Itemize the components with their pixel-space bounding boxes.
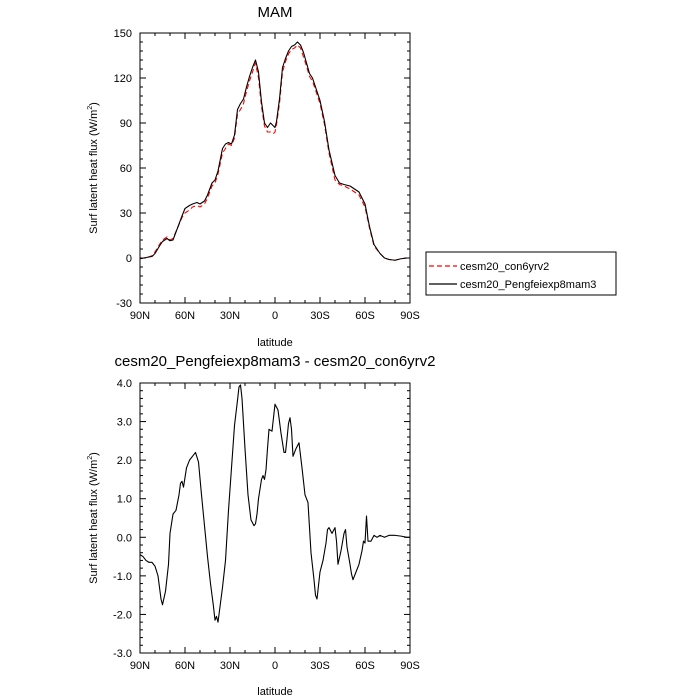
top-series-line-cesm20-pengfeiexp8mam3	[139, 41, 410, 261]
bottom-axis-ticks: 90N 60N 30N 0 30S 60S 90S -3.0 -2.0 -1.0 0.0 1.0 2.0…	[113, 378, 420, 672]
top-y-tick-label: 120	[114, 73, 132, 85]
bottom-series-group	[139, 384, 410, 623]
bottom-y-axis-label-sup: 2	[87, 456, 94, 460]
top-panel: MAM 90N 60N 30N 0 30S 60S 90S-300306090120150 …	[87, 4, 420, 349]
top-y-tick-label: 60	[120, 163, 132, 175]
bottom-chart-title: cesm20_Pengfeiexp8mam3 - cesm20_con6yrv2	[115, 353, 436, 370]
bottom-y-tick-label: -3.0	[113, 648, 132, 660]
bottom-y-axis-label-main: Surf latent heat flux (W/m	[88, 460, 100, 584]
bottom-panel: cesm20_Pengfeiexp8mam3 - cesm20_con6yrv2…	[87, 353, 436, 698]
bottom-y-tick-label: 4.0	[117, 378, 132, 390]
bottom-x-tick-label: 60S	[355, 660, 375, 672]
bottom-y-axis-label-close: )	[88, 452, 100, 456]
bottom-x-tick-label: 30S	[310, 660, 330, 672]
top-y-axis-label-close: )	[88, 102, 100, 106]
legend: cesm20_con6yrv2 cesm20_Pengfeiexp8mam3	[425, 251, 617, 296]
top-x-tick-label: 30N	[220, 310, 240, 322]
top-x-tick-label: 60S	[355, 310, 375, 322]
top-y-axis-label-sup: 2	[87, 106, 94, 110]
top-series-line-cesm20-con6yrv2	[139, 44, 410, 261]
bottom-y-axis-label: Surf latent heat flux (W/m2)	[87, 452, 100, 584]
top-x-tick-label: 90S	[400, 310, 420, 322]
top-x-tick-label: 30S	[310, 310, 330, 322]
bottom-x-tick-label: 0	[272, 660, 278, 672]
top-x-tick-label: 0	[272, 310, 278, 322]
top-y-tick-label: 90	[120, 118, 132, 130]
bottom-x-tick-label: 30N	[220, 660, 240, 672]
bottom-y-tick-label: 0.0	[117, 532, 132, 544]
bottom-x-axis-label: latitude	[257, 686, 292, 698]
bottom-y-tick-label: 3.0	[117, 417, 132, 429]
top-y-tick-label: 0	[126, 253, 132, 265]
bottom-plot-frame	[139, 382, 411, 654]
top-x-tick-label: 90N	[130, 310, 150, 322]
legend-label-con6yrv2: cesm20_con6yrv2	[460, 261, 549, 273]
bottom-y-tick-label: 2.0	[117, 455, 132, 467]
top-x-axis-label: latitude	[257, 337, 292, 349]
top-y-tick-label: 150	[114, 28, 132, 40]
bottom-y-tick-label: -2.0	[113, 609, 132, 621]
top-x-tick-label: 60N	[175, 310, 195, 322]
legend-box	[425, 251, 617, 296]
top-series-group	[139, 41, 410, 261]
top-axis-ticks: 90N 60N 30N 0 30S 60S 90S -30 0 30 60 90 120 150	[114, 28, 420, 322]
top-y-tick-label: -30	[116, 298, 132, 310]
bottom-series-line-diff-0	[139, 384, 410, 623]
bottom-x-tick-label: 90S	[400, 660, 420, 672]
bottom-y-tick-label: 1.0	[117, 494, 132, 506]
bottom-x-tick-label: 60N	[175, 660, 195, 672]
top-y-axis-label-main: Surf latent heat flux (W/m	[88, 110, 100, 234]
top-chart-title: MAM	[258, 4, 293, 21]
legend-label-pengfeiexp8mam3: cesm20_Pengfeiexp8mam3	[460, 279, 596, 291]
bottom-y-tick-label: -1.0	[113, 571, 132, 583]
top-y-axis-label: Surf latent heat flux (W/m2)	[87, 102, 100, 234]
top-plot-frame	[139, 32, 411, 304]
top-y-tick-label: 30	[120, 208, 132, 220]
bottom-x-tick-label: 90N	[130, 660, 150, 672]
